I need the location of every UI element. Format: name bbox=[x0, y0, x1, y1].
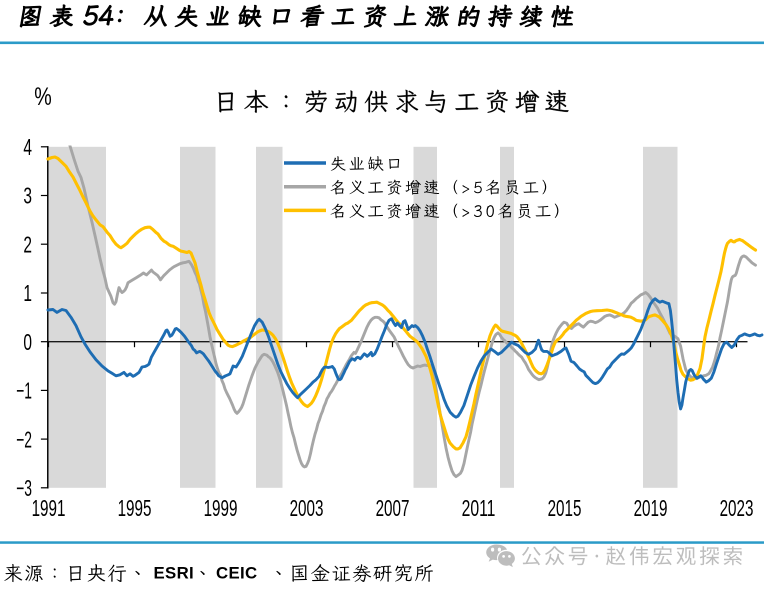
svg-text:−2: −2 bbox=[16, 426, 32, 452]
svg-text:−1: −1 bbox=[16, 378, 32, 404]
svg-text:2: 2 bbox=[23, 231, 32, 257]
svg-text:%: % bbox=[34, 83, 52, 111]
svg-text:3: 3 bbox=[23, 183, 32, 209]
svg-text:ESRI: ESRI bbox=[154, 564, 195, 583]
svg-text:−3: −3 bbox=[16, 475, 32, 501]
svg-text:1995: 1995 bbox=[118, 495, 152, 521]
svg-text:2015: 2015 bbox=[548, 495, 582, 521]
svg-text:0: 0 bbox=[23, 329, 32, 355]
svg-text:2007: 2007 bbox=[376, 495, 410, 521]
svg-text:1999: 1999 bbox=[204, 495, 238, 521]
svg-text:2019: 2019 bbox=[634, 495, 668, 521]
svg-text:2003: 2003 bbox=[290, 495, 324, 521]
svg-text:2011: 2011 bbox=[462, 495, 496, 521]
svg-text:4: 4 bbox=[23, 134, 32, 160]
svg-text:CEIC: CEIC bbox=[216, 564, 258, 583]
svg-text:1: 1 bbox=[23, 280, 32, 306]
svg-text:2023: 2023 bbox=[720, 495, 754, 521]
svg-text:1991: 1991 bbox=[32, 495, 66, 521]
